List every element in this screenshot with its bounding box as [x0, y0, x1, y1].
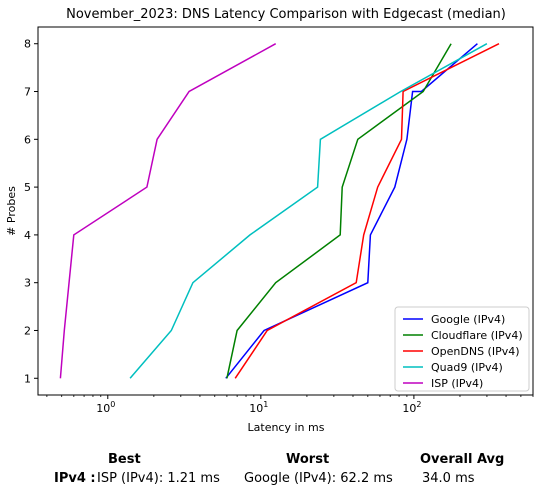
dns-latency-chart: November_2023: DNS Latency Comparison wi…: [0, 0, 541, 445]
y-tick-label: 6: [24, 133, 31, 146]
y-tick-label: 5: [24, 181, 31, 194]
legend-entry: Google (IPv4): [431, 313, 505, 326]
y-tick-label: 2: [24, 324, 31, 337]
legend-entry: ISP (IPv4): [431, 377, 483, 390]
best-value: ISP (IPv4): 1.21 ms: [97, 471, 220, 486]
chart-title: November_2023: DNS Latency Comparison wi…: [66, 7, 506, 22]
legend-entry: Quad9 (IPv4): [431, 361, 503, 374]
x-axis-label: Latency in ms: [248, 421, 325, 434]
best-heading: Best: [108, 452, 141, 467]
y-axis-label: # Probes: [5, 186, 18, 236]
x-tick-label: 100: [96, 400, 115, 415]
y-tick-label: 7: [24, 86, 31, 99]
legend: Google (IPv4) Cloudflare (IPv4) OpenDNS (I…: [395, 307, 529, 391]
avg-value: 34.0 ms: [422, 471, 475, 486]
y-tick-label: 8: [24, 38, 31, 51]
worst-heading: Worst: [286, 452, 329, 467]
y-tick-label: 3: [24, 277, 31, 290]
y-tick-label: 1: [24, 372, 31, 385]
y-tick-label: 4: [24, 229, 31, 242]
avg-heading: Overall Avg: [420, 452, 504, 467]
x-tick-label: 101: [249, 400, 268, 415]
x-tick-label: 102: [402, 400, 421, 415]
legend-entry: OpenDNS (IPv4): [431, 345, 520, 358]
worst-value: Google (IPv4): 62.2 ms: [244, 471, 393, 486]
row-label: IPv4 :: [54, 471, 96, 486]
legend-entry: Cloudflare (IPv4): [431, 329, 523, 342]
